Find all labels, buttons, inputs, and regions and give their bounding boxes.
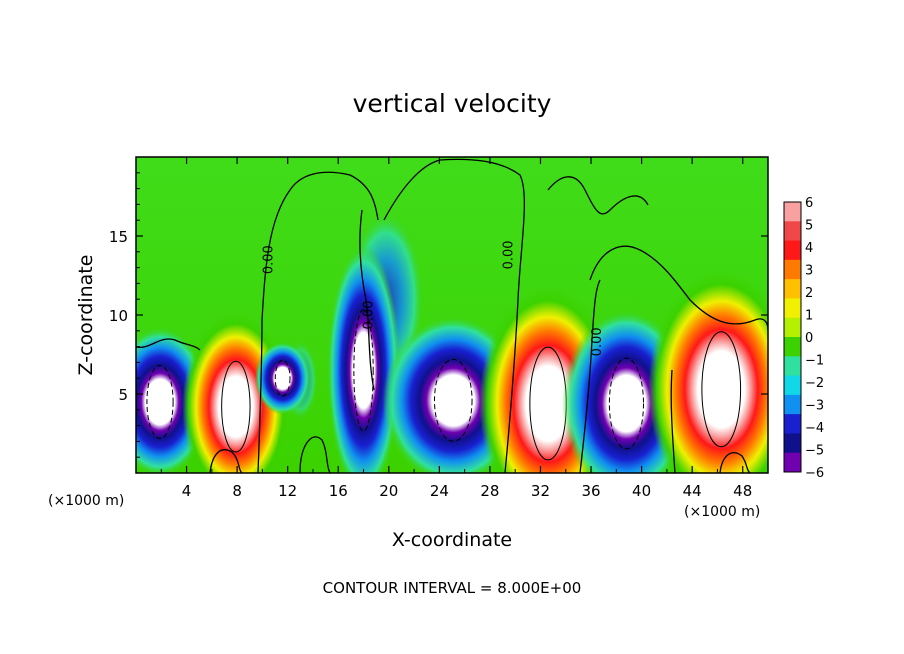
y-axis: 5 10 15	[109, 172, 768, 458]
contour-line	[136, 338, 201, 351]
contour-line	[299, 436, 331, 473]
x-tick-label: 28	[480, 482, 499, 500]
colorbar-label: 4	[805, 241, 813, 256]
contour-line	[359, 209, 375, 391]
x-axis: 4 8 12 16 20 24 28 32 36 40 44 48	[160, 157, 752, 500]
contour-label: 0.00	[590, 327, 605, 356]
colorbar-swatch	[784, 375, 801, 396]
y-axis-label: Z-coordinate	[75, 255, 97, 376]
colorbar-label: 0	[805, 331, 813, 346]
y-tick-label: 5	[118, 386, 128, 404]
x-unit-right: (×1000 m)	[684, 504, 760, 520]
colorbar-swatch	[784, 452, 801, 473]
colorbar-label: −6	[805, 466, 824, 481]
colorbar-label: 6	[805, 196, 813, 211]
colorbar-swatch	[784, 298, 801, 319]
colorbar-swatch	[784, 433, 801, 454]
colorbar-label: −5	[805, 444, 824, 459]
zero-contours	[136, 158, 768, 473]
contour-label: 0.00	[262, 245, 277, 274]
colorbar-label: −2	[805, 376, 824, 391]
colorbar-swatch	[784, 414, 801, 434]
contour-line	[383, 158, 526, 473]
x-tick-label: 36	[581, 482, 600, 500]
y-tick-label: 10	[109, 307, 128, 325]
cell-contour	[701, 331, 742, 448]
colorbar-swatch	[784, 356, 801, 377]
colorbar-swatch	[784, 202, 801, 222]
x-tick-label: 32	[531, 482, 550, 500]
cell-contour	[221, 360, 251, 453]
x-tick-label: 24	[430, 482, 449, 500]
updraft-cell	[648, 270, 768, 473]
colorbar-frame	[783, 201, 802, 473]
downdraft-cell	[254, 341, 311, 415]
downdraft-cell	[327, 244, 401, 473]
contour-line	[547, 176, 649, 215]
colorbar-swatch	[784, 221, 801, 242]
x-tick-label: 40	[632, 482, 651, 500]
chart-title: vertical velocity	[353, 89, 552, 118]
colorbar-label: 3	[805, 264, 813, 279]
colorbar-label: 5	[805, 219, 813, 234]
x-tick-label: 44	[683, 482, 702, 500]
contour-interval-note: CONTOUR INTERVAL = 8.000E+00	[323, 579, 582, 597]
velocity-field	[136, 210, 768, 473]
contour-line	[579, 279, 601, 473]
x-tick-label: 20	[379, 482, 398, 500]
colorbar-label: 2	[805, 286, 813, 301]
contour-line	[209, 449, 243, 473]
colorbar-swatch	[784, 259, 801, 280]
colorbar-swatch	[784, 279, 801, 299]
x-tick-label: 48	[733, 482, 752, 500]
cell-contour	[608, 357, 644, 450]
cell-contour	[353, 308, 374, 432]
x-unit-left: (×1000 m)	[48, 493, 124, 509]
colorbar-label: −3	[805, 399, 824, 414]
colorbar-label: −1	[805, 354, 824, 369]
contour-line	[589, 245, 768, 331]
contour-line	[257, 171, 379, 473]
colorbar-swatch	[784, 394, 801, 415]
plot-area: 0.00 0.00 0.00 0.00	[135, 156, 769, 474]
colorbar-label: −4	[805, 421, 824, 436]
contour-line	[670, 369, 676, 473]
colorbar-swatch	[784, 240, 801, 261]
colorbar-swatch	[784, 317, 801, 338]
x-tick-label: 12	[278, 482, 297, 500]
contour-label: 0.00	[361, 301, 376, 330]
contour-label: 0.00	[502, 240, 517, 269]
x-tick-label: 8	[232, 482, 242, 500]
x-axis-label: X-coordinate	[392, 529, 512, 551]
cell-contour	[146, 364, 174, 439]
colorbar: 6 5 4 3 2 1 0 −1 −2 −3 −4 −5 −6	[783, 196, 824, 481]
x-tick-label: 16	[329, 482, 348, 500]
cell-contour	[274, 360, 291, 397]
colorbar-swatch	[784, 337, 801, 357]
y-tick-label: 15	[109, 228, 128, 246]
contour-line	[719, 452, 751, 473]
x-tick-label: 4	[182, 482, 192, 500]
cell-contour	[433, 358, 473, 442]
colorbar-label: 1	[805, 309, 813, 324]
